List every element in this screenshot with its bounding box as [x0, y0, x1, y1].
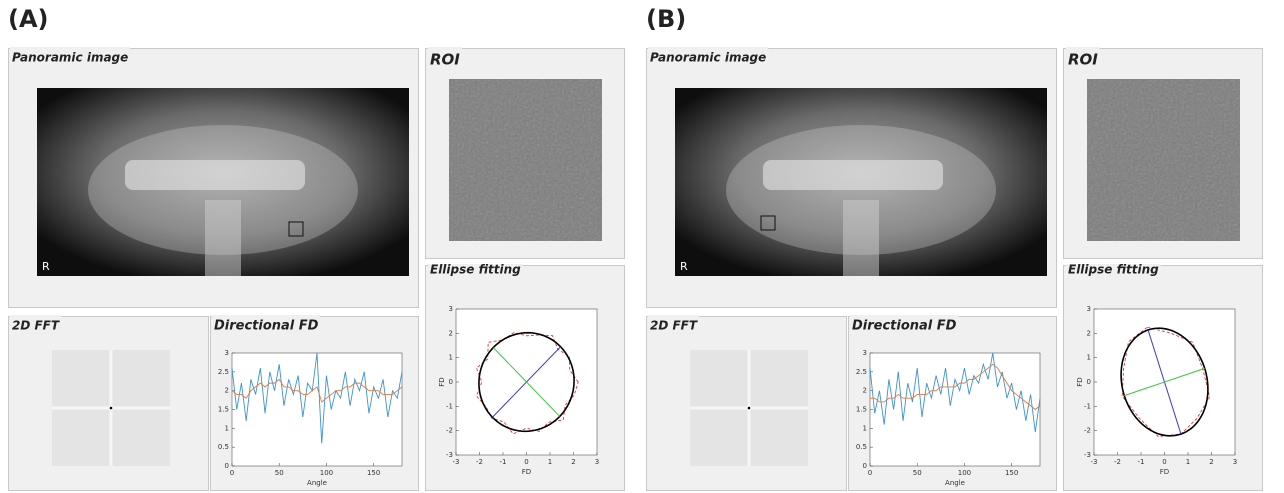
x-tick-label: 3 — [1233, 458, 1237, 466]
x-tick-label: 100 — [958, 469, 971, 477]
y-tick-label: 3 — [225, 349, 229, 357]
screenshot: (A) Panoramic image R ROI 2D FFT Directional … — [0, 0, 1284, 493]
y-tick-label: 3 — [449, 305, 453, 313]
panel-title: 2D FFT — [650, 319, 698, 333]
y-tick-label: 0 — [449, 378, 453, 386]
y-tick-label: 1 — [1087, 354, 1091, 362]
panel-title: Ellipse fitting — [430, 263, 521, 277]
y-tick-label: 1 — [225, 424, 229, 432]
panel-title: ROI — [1068, 51, 1098, 69]
y-tick-label: 1.5 — [218, 406, 229, 414]
y-tick-label: -3 — [1084, 451, 1091, 459]
x-tick-label: 3 — [595, 458, 599, 466]
y-tick-label: 2 — [449, 329, 453, 337]
x-tick-label: 150 — [1005, 469, 1018, 477]
panel-title: Panoramic image — [650, 51, 766, 65]
y-tick-label: 1.5 — [856, 406, 867, 414]
panel-label: (B) — [646, 5, 686, 33]
x-tick-label: 0 — [230, 469, 234, 477]
x-tick-label: -3 — [1091, 458, 1098, 466]
x-tick-label: 1 — [548, 458, 552, 466]
fft-center — [748, 407, 751, 410]
teeth — [125, 160, 305, 190]
spine — [843, 200, 879, 276]
roi-texture — [449, 79, 602, 241]
panel-title: Panoramic image — [12, 51, 128, 65]
y-axis-label: FD — [1076, 377, 1084, 386]
x-axis-label: Angle — [945, 479, 965, 487]
y-tick-label: 2 — [225, 387, 229, 395]
x-axis-label: Angle — [307, 479, 327, 487]
y-axis-label: FD — [438, 377, 446, 386]
y-tick-label: -2 — [1084, 427, 1091, 435]
y-tick-label: 0.5 — [856, 443, 867, 451]
y-tick-label: -1 — [446, 402, 453, 410]
x-tick-label: -2 — [1114, 458, 1121, 466]
y-tick-label: 1 — [449, 354, 453, 362]
x-tick-label: 0 — [868, 469, 872, 477]
x-tick-label: 50 — [275, 469, 284, 477]
y-tick-label: 2 — [863, 387, 867, 395]
y-tick-label: 0.5 — [218, 443, 229, 451]
y-tick-label: 1 — [863, 424, 867, 432]
x-tick-label: 50 — [913, 469, 922, 477]
panel-title: ROI — [430, 51, 460, 69]
panel-title: Ellipse fitting — [1068, 263, 1159, 277]
panel-title: 2D FFT — [12, 319, 60, 333]
x-axis-label: FD — [1160, 468, 1169, 476]
x-tick-label: -2 — [476, 458, 483, 466]
x-axis-label: FD — [522, 468, 531, 476]
x-tick-label: -1 — [1138, 458, 1145, 466]
x-tick-label: 150 — [367, 469, 380, 477]
plot-area — [870, 353, 1040, 466]
x-tick-label: 2 — [1209, 458, 1213, 466]
y-tick-label: 2.5 — [856, 368, 867, 376]
x-tick-label: 2 — [571, 458, 575, 466]
y-tick-label: 3 — [1087, 305, 1091, 313]
x-tick-label: -1 — [500, 458, 507, 466]
x-tick-label: 100 — [320, 469, 333, 477]
panel-label: (A) — [8, 5, 49, 33]
plot-area — [232, 353, 402, 466]
y-tick-label: 0 — [225, 462, 229, 470]
panel-title: Directional FD — [214, 319, 319, 334]
x-tick-label: 0 — [1162, 458, 1166, 466]
x-tick-label: 0 — [524, 458, 528, 466]
x-tick-label: 1 — [1186, 458, 1190, 466]
y-tick-label: 2 — [1087, 329, 1091, 337]
y-tick-label: -3 — [446, 451, 453, 459]
panel-title: Directional FD — [852, 319, 957, 334]
y-tick-label: 0 — [1087, 378, 1091, 386]
x-tick-label: -3 — [453, 458, 460, 466]
y-tick-label: 0 — [863, 462, 867, 470]
y-tick-label: 2.5 — [218, 368, 229, 376]
y-tick-label: -2 — [446, 427, 453, 435]
teeth — [763, 160, 943, 190]
fft-center — [110, 407, 113, 410]
y-tick-label: -1 — [1084, 402, 1091, 410]
y-tick-label: 3 — [863, 349, 867, 357]
roi-texture — [1087, 79, 1240, 241]
side-marker: R — [42, 260, 50, 273]
spine — [205, 200, 241, 276]
side-marker: R — [680, 260, 688, 273]
